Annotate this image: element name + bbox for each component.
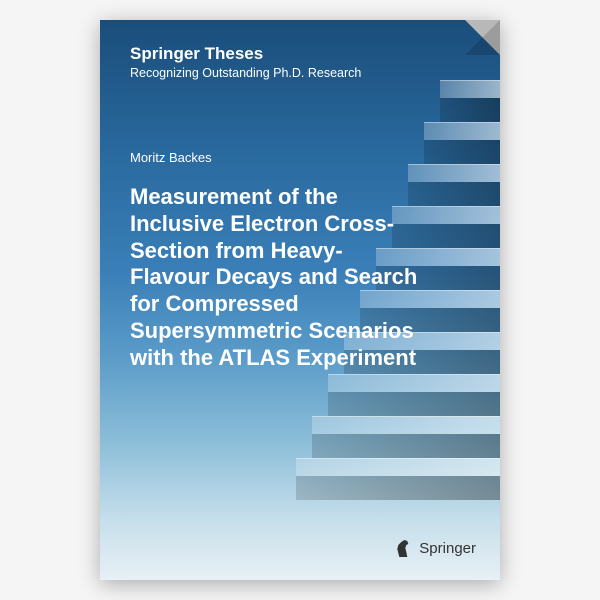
series-subtitle: Recognizing Outstanding Ph.D. Research [130, 66, 460, 80]
book-cover: Springer Theses Recognizing Outstanding … [100, 20, 500, 580]
publisher-name: Springer [419, 540, 476, 557]
author-name: Moritz Backes [130, 150, 212, 165]
publisher-logo: Springer [393, 538, 476, 558]
series-header: Springer Theses Recognizing Outstanding … [130, 44, 460, 80]
book-title: Measurement of the Inclusive Electron Cr… [130, 184, 420, 372]
corner-fold [465, 20, 500, 55]
springer-horse-icon [393, 538, 413, 558]
series-title: Springer Theses [130, 44, 460, 64]
